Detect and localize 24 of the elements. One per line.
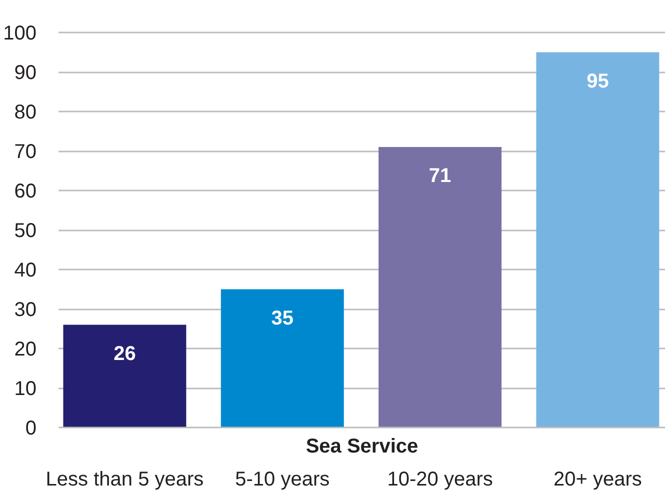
y-tick-label: 100: [3, 22, 37, 44]
y-tick-label: 0: [25, 418, 36, 440]
bar: [536, 52, 660, 428]
bar: [63, 324, 186, 428]
y-tick-label: 80: [14, 102, 37, 124]
bar: [378, 147, 502, 428]
x-tick-label: Less than 5 years: [46, 468, 204, 490]
data-label: 26: [114, 342, 136, 365]
y-tick-label: 60: [14, 180, 37, 202]
y-tick-label: 30: [14, 299, 37, 321]
x-tick-label: 10-20 years: [387, 468, 493, 490]
x-tick-label: 20+ years: [554, 468, 642, 490]
data-label: 71: [428, 165, 452, 188]
data-label: 35: [271, 307, 294, 330]
y-tick-label: 50: [14, 220, 37, 242]
x-tick-label: 5-10 years: [235, 468, 330, 490]
y-tick-label: 40: [14, 260, 37, 282]
y-tick-label: 20: [14, 338, 37, 360]
bar: [220, 289, 344, 428]
y-tick-label: 70: [14, 141, 37, 163]
data-label: 95: [586, 70, 609, 92]
y-tick-label: 10: [14, 378, 37, 400]
x-axis-title: Sea Service: [306, 436, 418, 458]
y-tick-label: 90: [14, 62, 37, 84]
